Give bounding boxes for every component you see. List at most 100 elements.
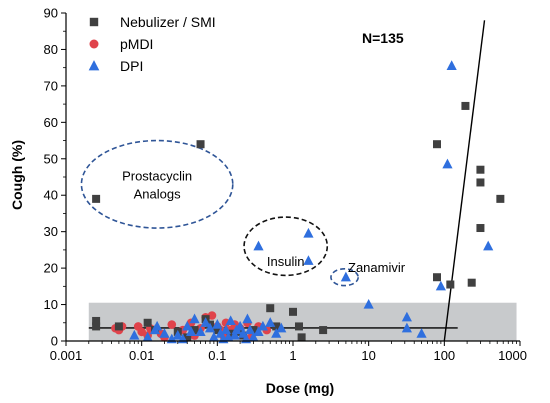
legend-label: DPI (120, 58, 143, 74)
data-point (433, 273, 442, 282)
y-tick-label: 60 (44, 115, 58, 130)
data-point (401, 311, 412, 322)
y-tick-label: 0 (51, 334, 58, 349)
x-tick-label: 100 (433, 348, 455, 363)
data-point (195, 326, 206, 336)
annotation-zanamivir: Zanamivir (348, 260, 406, 275)
data-point (265, 317, 276, 327)
x-tick-label: 0.1 (208, 348, 226, 363)
y-axis-title: Cough (%) (9, 140, 25, 210)
data-point (225, 315, 236, 326)
data-point (190, 326, 199, 335)
data-point (446, 280, 455, 289)
data-point (363, 298, 374, 309)
data-point (319, 326, 328, 335)
data-point (496, 194, 505, 203)
y-tick-label: 30 (44, 224, 58, 239)
data-point (461, 101, 470, 110)
data-point (142, 331, 153, 342)
data-point (446, 60, 457, 70)
legend-marker-square (89, 17, 99, 27)
data-point (294, 322, 303, 331)
y-tick-label: 40 (44, 188, 58, 203)
data-point (476, 224, 485, 233)
data-point (204, 322, 216, 333)
highlight-ellipse-2 (330, 268, 359, 287)
data-point (200, 317, 211, 327)
data-point (167, 320, 177, 329)
data-point (253, 240, 264, 251)
annotation-prostacyclin: Prostacyclin Analogs (122, 168, 192, 201)
data-point (183, 333, 192, 342)
data-point (207, 311, 217, 320)
x-axis-title: Dose (mg) (266, 380, 334, 396)
x-tick-label: 1 (289, 348, 296, 363)
data-point (229, 329, 240, 340)
legend-label: Nebulizer / SMI (120, 14, 216, 30)
data-point (435, 280, 446, 291)
axes: 0.001 0.01 0.1 1 10 100 1000 0 10 20 30 40 50 60 70 80 9… (44, 6, 527, 364)
data-point (433, 140, 442, 149)
y-tick-label: 90 (44, 6, 58, 21)
data-point (189, 313, 200, 324)
x-tick-label: 10 (361, 348, 375, 363)
data-point (244, 324, 256, 335)
data-point (182, 320, 193, 331)
data-point (401, 322, 412, 333)
data-point (185, 326, 197, 336)
data-point (303, 255, 314, 265)
data-point-layer (92, 60, 505, 344)
data-point (248, 331, 259, 342)
data-point (92, 194, 101, 203)
x-tick-label: 0.01 (129, 348, 154, 363)
highlight-ellipse-1 (243, 216, 329, 277)
y-tick-label: 10 (44, 297, 58, 312)
x-tick-label: 1000 (498, 348, 527, 363)
annotation-layer: N=135 Prostacyclin Analogs Insulin Zanamivir (122, 30, 406, 275)
highlight-region-layer (80, 139, 359, 287)
data-point (476, 165, 485, 174)
data-point (92, 322, 101, 331)
data-point (114, 322, 123, 331)
data-point (223, 331, 234, 342)
data-point (340, 271, 351, 282)
legend: Nebulizer / SMI pMDI DPI (88, 14, 216, 74)
data-point (231, 324, 242, 335)
data-point (257, 320, 268, 331)
data-point (220, 324, 232, 335)
y-tick-label: 50 (44, 151, 58, 166)
data-point (303, 227, 314, 238)
data-point (483, 240, 494, 251)
data-point (92, 316, 101, 325)
data-point (143, 318, 152, 327)
data-point (242, 313, 253, 324)
data-point (152, 320, 163, 331)
data-point (272, 322, 281, 331)
data-point (271, 328, 282, 338)
data-point (442, 158, 453, 169)
y-tick-label: 80 (44, 42, 58, 57)
data-point (266, 304, 275, 313)
series-triangle (129, 60, 494, 344)
x-tick-label: 0.001 (50, 348, 83, 363)
data-point (249, 326, 258, 335)
data-point (416, 328, 427, 338)
data-point (172, 329, 183, 340)
data-point (276, 322, 287, 333)
y-tick-label: 20 (44, 261, 58, 276)
data-point (476, 178, 485, 187)
sample-size-label: N=135 (362, 30, 404, 46)
y-tick-label: 70 (44, 78, 58, 93)
data-point (196, 140, 205, 149)
annotation-insulin: Insulin (267, 254, 305, 269)
legend-marker-triangle (88, 60, 100, 71)
data-point (129, 329, 140, 340)
data-point (289, 307, 297, 316)
legend-label: pMDI (120, 36, 153, 52)
legend-marker-circle (89, 39, 99, 49)
data-point (213, 326, 222, 335)
data-point (159, 328, 170, 338)
data-point (253, 326, 264, 336)
data-point (467, 278, 476, 287)
